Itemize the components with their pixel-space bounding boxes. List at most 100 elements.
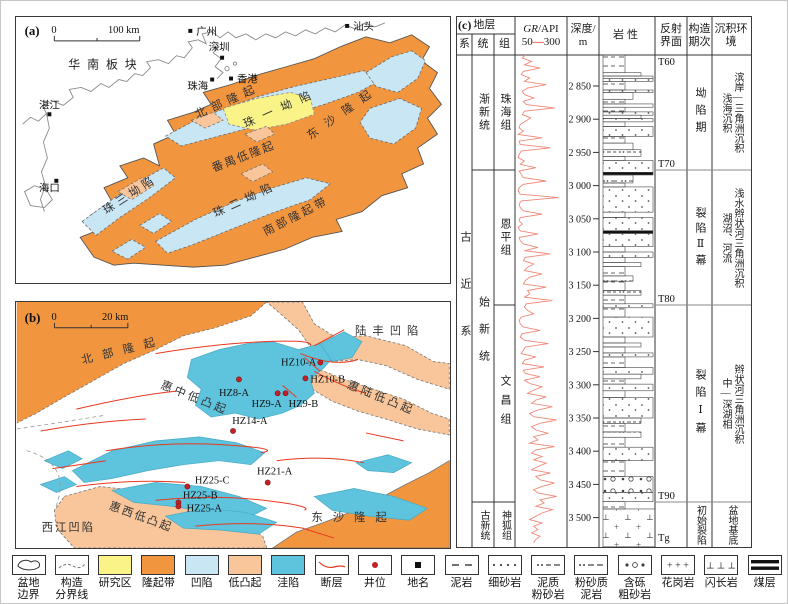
reflector-label-T70: T70 [658,159,675,170]
header-lithology: 岩性 [613,29,641,42]
lith-bed-silt1 [602,174,634,184]
formation-label: 文昌组 [499,375,511,432]
city-label: 海口 [39,182,60,195]
well-marker [274,390,281,397]
legend-label: 泥质 粉砂岩 [531,577,565,601]
depth-tick-label: 3 150 [569,281,592,292]
lith-bed-sst [602,75,654,79]
tectonic-cell: 初始裂陷 [687,502,712,547]
lith-bed-sand [602,251,654,258]
legend-swatch-diorite: ⊥ ⊥ ⊥ [704,555,739,575]
lith-bed-mud [602,54,626,74]
series-cell: 始新统 [472,170,494,502]
lith-bed-sand [602,186,654,213]
low-uplift-shapes [117,111,276,201]
legend-label: 盆地 边界 [17,577,40,601]
environment-cell: 盆地基底 [712,502,750,547]
system-label: 古近系 [459,230,471,372]
well-marker [230,428,236,434]
reflector-label-T90: T90 [658,491,675,502]
well-marker [175,503,182,510]
scale-zero-b: 0 [51,312,56,323]
legend-item-fsst: 细砂岩 [483,555,526,590]
header-gr: GR/API 50—300 [521,22,561,48]
tectonic-cell: 坳陷期 [687,55,712,170]
tectonic-cell: 裂陷Ⅱ幕 [687,170,712,305]
legend-label: 隆起带 [141,577,175,589]
environment-cell: 中—深湖相 辫状河三角洲沉积 [712,305,750,502]
reflector-label-Tg: Tg [658,533,670,544]
sag-shapes [39,331,429,535]
well-marker [317,359,324,366]
lithology-track [602,54,656,547]
legend-swatch-well [357,555,392,575]
city-label: 深圳 [209,42,230,54]
series-cell: 古新统 [472,502,494,547]
legend-label: 细砂岩 [488,577,522,589]
lith-bed-sst [602,118,654,123]
environment-text: 湖沼、河流 浅水辫状河三角洲沉积 [720,188,743,288]
legend: 盆地 边界 构造 分界线 研究区 隆起带 凹陷 低凸起 洼陷 断层 井位 地名 泥岩 细砂岩 泥质 粉砂岩 粉砂… [1,553,787,603]
panel-a-regional-map: (a) 0 100 km 华南板块 广州深圳珠海香港汕头湛江海口北部隆起珠一坳陷… [15,16,451,284]
gr-curve [516,55,559,544]
lith-bed-silt2 [602,417,642,424]
depth-tick-label: 2 950 [569,148,592,159]
city-marker [210,77,215,82]
legend-swatch-study [98,555,133,575]
legend-label: 煤层 [753,577,776,589]
lith-bed-sst [602,103,654,108]
city-marker [220,55,225,60]
lith-bed-mud [602,356,626,368]
well-marker [236,376,242,383]
lith-bed-mud [602,460,626,477]
scale-max-b: 20 km [102,312,128,323]
legend-label: 含砾 粗砂岩 [618,577,652,601]
lith-bed-mud [602,390,626,398]
legend-label: 闪长岩 [704,577,738,589]
legend-item-study: 研究区 [94,555,137,590]
environment-main-label: 辫状河三角洲沉积 [732,363,743,444]
scale-bar-b [53,322,129,329]
legend-item-coal: 煤层 [743,555,786,590]
city-label: 汕头 [353,21,374,33]
well-marker [302,375,309,382]
lith-bed-sand [602,233,654,247]
scale-zero-a: 0 [51,25,56,36]
tectonic-label: 裂陷Ⅰ幕 [694,368,706,439]
city-label: 珠海 [187,79,208,92]
depth-tick-label: 3 050 [569,214,592,225]
legend-swatch-fault [314,555,349,575]
lith-bed-silt2 [602,72,642,77]
lith-bed-mud [602,136,626,144]
formation-cell: 文昌组 [494,305,515,502]
depression-shapes [81,50,427,260]
lith-bed-silt1 [602,92,634,100]
lith-bed-mud [602,423,626,433]
well-label: HZ8-A [219,388,250,399]
header-depth: 深度/m [570,22,596,48]
legend-item-congl: 含砾 粗砂岩 [613,555,656,601]
lith-bed-sand [602,492,654,502]
north-uplift-boundary [16,302,267,424]
well-marker [282,390,289,397]
city-marker [54,178,59,183]
depth-tick-label: 3 450 [569,480,592,491]
scale-bar-a [53,35,141,42]
lith-bed-silt2 [602,342,642,348]
well-marker [184,483,191,490]
city-label: 湛江 [39,99,60,111]
legend-item-granite: + + + 花岗岩 [657,555,700,590]
environment-main-label: 盆地基底 [726,504,737,545]
lith-bed-mud [602,501,626,510]
legend-swatch-congl [617,555,652,575]
lith-bed-mud [602,346,626,354]
well-label: HZ10-A [281,357,317,368]
legend-swatch-mudsilt [531,555,566,575]
legend-swatch-depression [184,555,219,575]
plate-label: 华南板块 [68,58,143,72]
lith-bed-mud [602,98,626,105]
lith-bed-sand [602,397,654,419]
legend-item-depression: 凹陷 [180,555,223,590]
legend-item-tline: 构造 分界线 [50,555,93,601]
lith-bed-sand [602,446,654,461]
